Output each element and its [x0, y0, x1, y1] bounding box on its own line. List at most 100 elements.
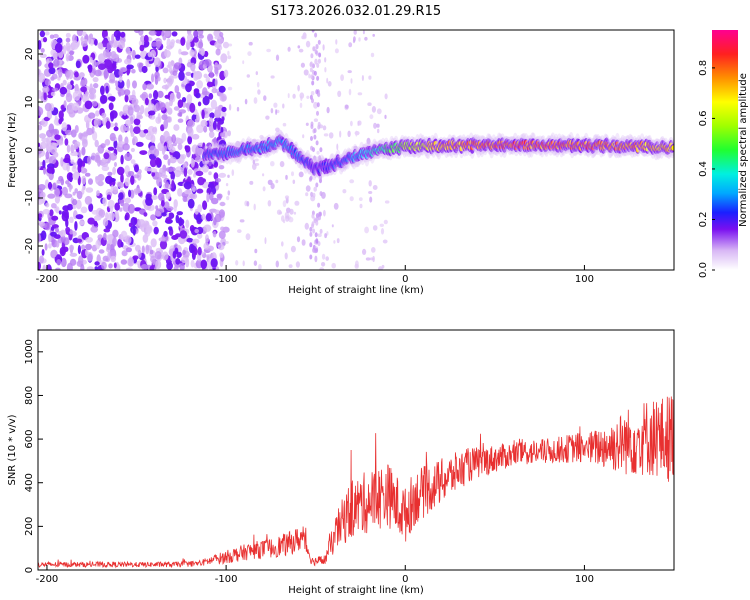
- heatmap-cell: [132, 174, 140, 179]
- heatmap-cell: [333, 202, 339, 210]
- heatmap-cell: [315, 220, 319, 226]
- heatmap-cell: [312, 147, 315, 153]
- heatmap-cell: [227, 50, 230, 56]
- heatmap-cell: [215, 48, 221, 56]
- heatmap-cell: [288, 216, 294, 223]
- heatmap-cell: [284, 195, 290, 200]
- x-tick-label: -200: [36, 574, 59, 585]
- heatmap-cell: [380, 228, 385, 235]
- heatmap-cell: [182, 249, 186, 255]
- heatmap-cell: [310, 74, 314, 80]
- heatmap-cell: [154, 210, 161, 217]
- heatmap-cell: [198, 34, 204, 39]
- heatmap-cell: [275, 109, 278, 115]
- heatmap-cell: [65, 53, 70, 62]
- heatmap-cell: [310, 191, 314, 197]
- heatmap-cell: [123, 110, 127, 116]
- heatmap-cell: [103, 152, 110, 160]
- heatmap-cell: [177, 143, 183, 151]
- heatmap-cell: [85, 236, 93, 243]
- heatmap-cell: [205, 254, 213, 259]
- y-tick-label: 10: [24, 96, 35, 109]
- heatmap-cell: [309, 226, 313, 232]
- heatmap-cell: [214, 209, 221, 215]
- heatmap-cell: [288, 264, 293, 268]
- heatmap-cell: [175, 233, 181, 238]
- heatmap-cell: [90, 72, 95, 78]
- y-tick-label: 20: [24, 48, 35, 61]
- heatmap-cell: [120, 31, 126, 38]
- heatmap-cell: [235, 140, 241, 147]
- heatmap-cell: [76, 190, 83, 200]
- heatmap-cell: [313, 186, 318, 192]
- heatmap-cell: [81, 244, 86, 251]
- heatmap-cell: [69, 229, 73, 235]
- heatmap-cell: [74, 71, 79, 78]
- heatmap-cell: [39, 53, 47, 58]
- heatmap-cell: [270, 161, 275, 167]
- heatmap-cell: [334, 48, 339, 54]
- heatmap-cell: [100, 85, 105, 96]
- heatmap-cell: [200, 119, 208, 128]
- heatmap-cell: [203, 242, 210, 250]
- heatmap-cell: [366, 137, 371, 145]
- heatmap-cell: [56, 259, 62, 266]
- heatmap-cell: [154, 30, 163, 37]
- heatmap-cell: [95, 110, 100, 117]
- heatmap-cell: [59, 86, 68, 95]
- heatmap-cell: [161, 200, 165, 207]
- heatmap-cell: [100, 94, 108, 104]
- heatmap-cell: [213, 136, 217, 147]
- heatmap-cell: [151, 73, 155, 83]
- heatmap-cell: [218, 139, 227, 150]
- heatmap-cell: [107, 199, 115, 209]
- heatmap-cell: [78, 132, 83, 140]
- heatmap-cell: [180, 51, 189, 56]
- heatmap-cell: [372, 33, 376, 37]
- heatmap-cell: [162, 67, 169, 74]
- heatmap-cell: [165, 217, 172, 224]
- heatmap-cell: [314, 255, 318, 263]
- heatmap-cell: [171, 31, 178, 37]
- heatmap-cell: [219, 252, 224, 258]
- heatmap-cell: [318, 211, 322, 217]
- heatmap-cell: [94, 39, 98, 46]
- heatmap-cell: [192, 30, 199, 37]
- heatmap-cell: [114, 210, 119, 219]
- heatmap-cell: [196, 80, 204, 89]
- heatmap-cell: [38, 72, 46, 83]
- heatmap-cell: [105, 85, 109, 94]
- heatmap-cell: [309, 231, 313, 237]
- heatmap-cell: [173, 203, 177, 212]
- heatmap-cell: [163, 230, 168, 237]
- spectrogram-y-ticks: -20 -10 0 10 20: [24, 48, 43, 254]
- heatmap-cell: [318, 155, 322, 161]
- heatmap-cell: [72, 172, 80, 181]
- heatmap-cell: [44, 102, 52, 112]
- heatmap-cell: [193, 88, 200, 93]
- heatmap-cell: [311, 30, 315, 33]
- heatmap-cell: [88, 92, 95, 100]
- heatmap-cell: [79, 72, 85, 78]
- heatmap-cell: [270, 108, 274, 114]
- figure-title: S173.2026.032.01.29.R15: [271, 4, 441, 19]
- heatmap-cell: [317, 92, 321, 98]
- heatmap-cell: [167, 61, 171, 69]
- heatmap-cell: [98, 63, 106, 70]
- heatmap-cell: [186, 237, 194, 243]
- heatmap-cell: [317, 202, 321, 208]
- heatmap-cell: [38, 221, 46, 227]
- heatmap-cell: [150, 49, 157, 59]
- heatmap-cell: [205, 213, 212, 222]
- heatmap-cell: [87, 155, 92, 165]
- heatmap-cell: [94, 266, 99, 270]
- x-tick-label: 0: [402, 274, 408, 285]
- heatmap-cell: [367, 102, 372, 106]
- heatmap-cell: [39, 133, 46, 139]
- heatmap-cell: [39, 255, 44, 264]
- heatmap-cell: [324, 57, 327, 63]
- heatmap-cell: [254, 248, 258, 254]
- heatmap-cell: [227, 130, 231, 137]
- heatmap-cell: [316, 75, 320, 81]
- heatmap-cell: [319, 228, 323, 234]
